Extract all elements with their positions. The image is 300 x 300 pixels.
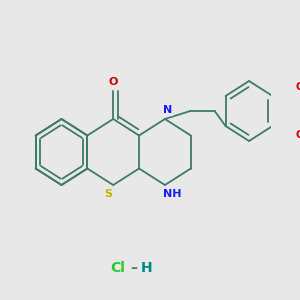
Text: O: O [109,77,118,87]
Text: NH: NH [163,189,182,199]
Text: O: O [295,130,300,140]
Text: –: – [130,261,137,275]
Text: N: N [163,105,172,115]
Text: S: S [105,189,113,199]
Text: H: H [141,261,152,275]
Text: Cl: Cl [110,261,125,275]
Text: O: O [295,82,300,92]
